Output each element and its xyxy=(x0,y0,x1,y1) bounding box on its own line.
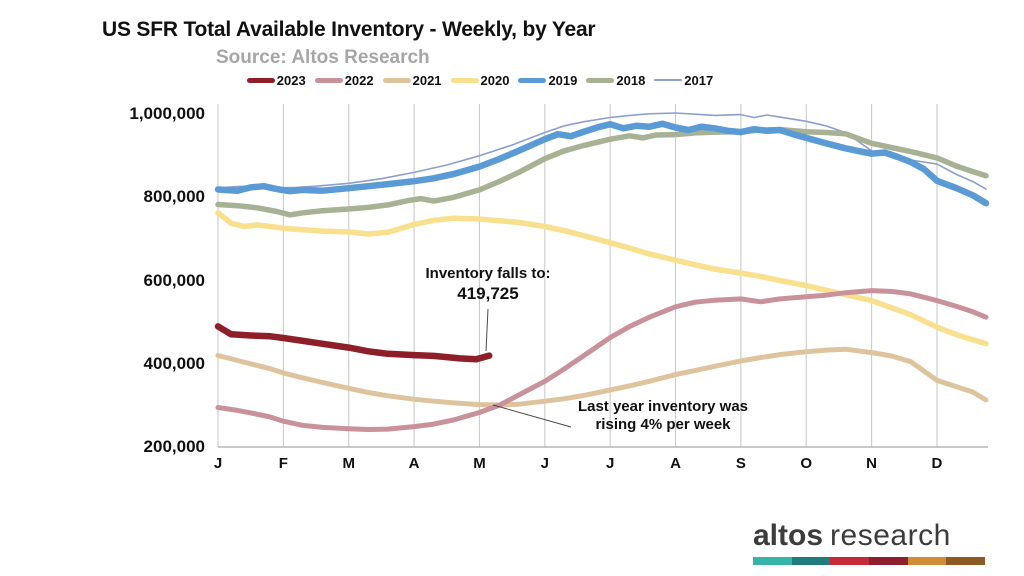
series-line-2021 xyxy=(215,346,989,408)
x-axis-label-month-4: A xyxy=(408,455,420,472)
logo-bar-segment-2 xyxy=(791,557,831,565)
legend-item-2019: 2019 xyxy=(518,73,577,88)
legend-label-2017: 2017 xyxy=(684,72,714,88)
x-axis-label-month-11: N xyxy=(866,455,878,472)
series-line-2019 xyxy=(214,120,990,207)
x-axis-label-month-6: J xyxy=(540,455,549,472)
altos-research-logo: altos research xyxy=(753,520,986,565)
legend-label-2020: 2020 xyxy=(480,72,510,88)
legend-swatch-2021 xyxy=(382,77,411,83)
x-axis-label-month-9: S xyxy=(735,455,746,472)
series-line-2023 xyxy=(214,323,493,363)
logo-bar-segment-5 xyxy=(907,557,947,565)
annotation-inventory-falls-value: 419,725 xyxy=(457,284,519,303)
legend-swatch-2017 xyxy=(654,79,683,81)
series-line-2018 xyxy=(215,126,989,218)
annotation-last-year-line1: Last year inventory was xyxy=(577,398,749,415)
y-axis-label-400000: 400,000 xyxy=(143,353,205,373)
legend-item-2021: 2021 xyxy=(382,72,442,88)
legend-label-2023: 2023 xyxy=(276,72,306,88)
series-line-2020 xyxy=(215,210,989,347)
legend-label-2019: 2019 xyxy=(548,72,578,88)
legend-item-2017: 2017 xyxy=(654,73,713,88)
y-axis-label-800000: 800,000 xyxy=(143,187,205,207)
legend-label-2018: 2018 xyxy=(616,72,646,88)
y-axis-label-1000000: 1,000,000 xyxy=(129,104,205,124)
chart-source-subtitle: Source: Altos Research xyxy=(216,47,430,68)
logo-bar-segment-3 xyxy=(830,557,870,565)
legend-swatch-2020 xyxy=(450,77,479,83)
page-title: US SFR Total Available Inventory - Weekl… xyxy=(102,18,596,41)
logo-color-bar xyxy=(753,557,986,565)
logo-word-research: research xyxy=(830,519,951,552)
leader-line-last-year xyxy=(492,404,572,428)
x-axis-label-month-10: O xyxy=(800,455,813,472)
logo-bar-segment-1 xyxy=(753,557,792,565)
x-axis-label-month-1: J xyxy=(213,455,223,472)
x-axis-label-month-2: F xyxy=(278,455,288,472)
legend-swatch-2018 xyxy=(586,77,615,83)
legend-swatch-2019 xyxy=(518,77,547,83)
x-axis-label-month-12: D xyxy=(931,455,943,472)
legend-swatch-2023 xyxy=(246,77,275,83)
legend-item-2018: 2018 xyxy=(586,73,645,88)
legend-item-2022: 2022 xyxy=(314,72,374,88)
legend-swatch-2022 xyxy=(314,77,343,83)
leader-line-inventory-falls xyxy=(485,308,489,352)
annotation-inventory-falls: Inventory falls to: 419,725 xyxy=(398,264,578,304)
x-axis-label-month-5: M xyxy=(473,455,486,472)
legend: 2023 2022 2021 2020 2019 2018 2017 xyxy=(0,72,960,88)
annotation-last-year-line2: rising 4% per week xyxy=(595,416,731,433)
series-line-2022 xyxy=(215,288,989,432)
legend-item-2023: 2023 xyxy=(246,72,306,88)
legend-label-2022: 2022 xyxy=(344,72,374,88)
logo-bar-segment-6 xyxy=(946,557,986,565)
annotation-last-year: Last year inventory was rising 4% per we… xyxy=(563,398,763,434)
y-axis-label-200000: 200,000 xyxy=(143,437,205,456)
y-axis-label-600000: 600,000 xyxy=(143,270,205,290)
logo-word-altos: altos xyxy=(753,519,824,552)
legend-label-2021: 2021 xyxy=(412,72,442,88)
x-axis-label-month-8: A xyxy=(670,455,681,472)
x-axis-label-month-3: M xyxy=(342,455,355,472)
logo-wordmark: altos research xyxy=(753,520,985,552)
logo-bar-segment-4 xyxy=(869,557,908,565)
annotation-inventory-falls-text: Inventory falls to: xyxy=(425,265,551,282)
x-axis-label-month-7: J xyxy=(605,455,615,472)
legend-item-2020: 2020 xyxy=(450,72,510,88)
